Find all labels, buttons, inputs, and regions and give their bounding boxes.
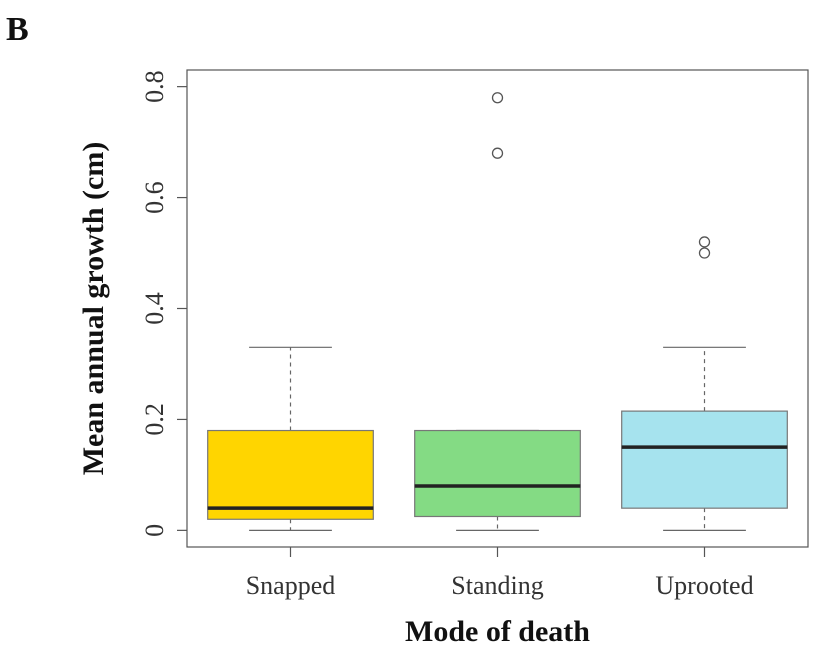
- panel-label: B: [6, 11, 29, 48]
- outlier-point: [491, 92, 504, 104]
- x-tick-label-standing: Standing: [451, 571, 543, 600]
- x-tick-label-snapped: Snapped: [246, 571, 336, 600]
- iqr-box: [414, 429, 581, 518]
- outlier-point: [698, 236, 711, 248]
- x-axis: Snapped Standing Uprooted: [246, 547, 754, 600]
- y-axis: 0 0.2 0.4 0.6 0.8: [140, 70, 187, 537]
- outlier-point: [698, 247, 711, 259]
- iqr-box: [207, 429, 374, 520]
- y-tick-label: 0: [140, 524, 169, 537]
- box-snapped: [207, 346, 374, 531]
- iqr-box: [621, 410, 788, 509]
- x-tick-label-uprooted: Uprooted: [655, 571, 753, 600]
- y-tick-label: 0.8: [140, 70, 169, 103]
- y-tick-label: 0.4: [140, 292, 169, 325]
- x-axis-title: Mode of death: [405, 615, 590, 648]
- y-axis-title: Mean annual growth (cm): [77, 142, 110, 476]
- y-tick-label: 0.2: [140, 403, 169, 436]
- y-tick-label: 0.6: [140, 181, 169, 214]
- outlier-point: [491, 147, 504, 159]
- box-standing: [414, 92, 581, 531]
- boxes: [207, 92, 788, 531]
- box-uprooted: [621, 236, 788, 531]
